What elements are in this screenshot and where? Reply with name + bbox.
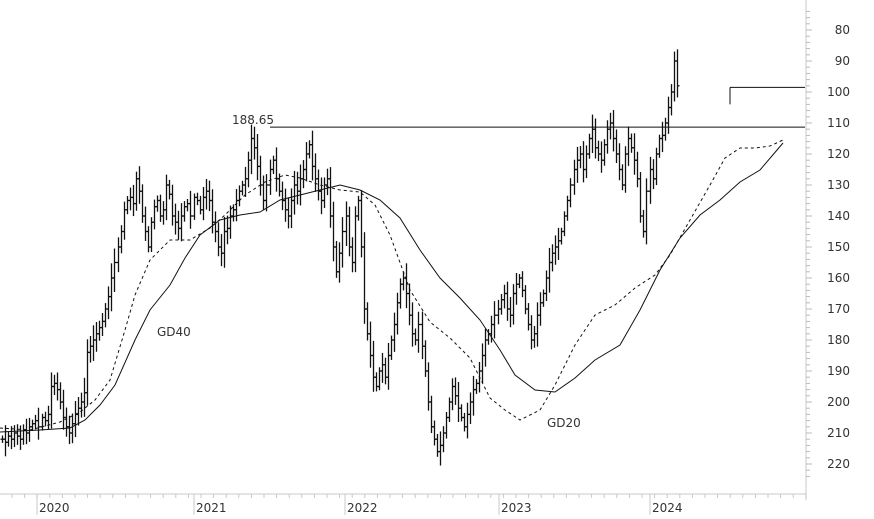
y-tick-label: 130	[827, 178, 850, 192]
x-tick-label: 2020	[39, 501, 70, 515]
y-axis: 220 210 200 190 180 170 160 150 140 130 120 110 100 9…	[0, 0, 850, 500]
resistance-level-label: 188.65	[232, 113, 274, 127]
y-tick-label: 110	[827, 116, 850, 130]
y-tick-label: 160	[827, 271, 850, 285]
y-tick-label: 170	[827, 302, 850, 316]
y-tick-label: 120	[827, 147, 850, 161]
x-tick-label: 2021	[196, 501, 227, 515]
price-bars	[0, 49, 680, 466]
gd20-moving-average-line	[0, 139, 784, 431]
x-tick-label: 2022	[347, 501, 378, 515]
y-tick-label: 210	[827, 426, 850, 440]
y-tick-label: 100	[827, 85, 850, 99]
y-tick-label: 190	[827, 364, 850, 378]
y-tick-label: 180	[827, 333, 850, 347]
y-tick-label: 80	[835, 23, 850, 37]
x-tick-label: 2024	[652, 501, 683, 515]
y-tick-label: 140	[827, 209, 850, 223]
x-tick-label: 2023	[501, 501, 532, 515]
y-tick-label: 90	[835, 54, 850, 68]
gd40-moving-average-line	[0, 142, 784, 433]
y-tick-label: 200	[827, 395, 850, 409]
y-tick-label: 220	[827, 457, 850, 471]
horizontal-lines	[270, 86, 805, 128]
y-tick-label: 150	[827, 240, 850, 254]
gd20-label: GD20	[547, 416, 581, 430]
gd40-label: GD40	[157, 325, 191, 339]
x-axis: 2020 2021 2022 2023 2024	[11, 494, 807, 515]
